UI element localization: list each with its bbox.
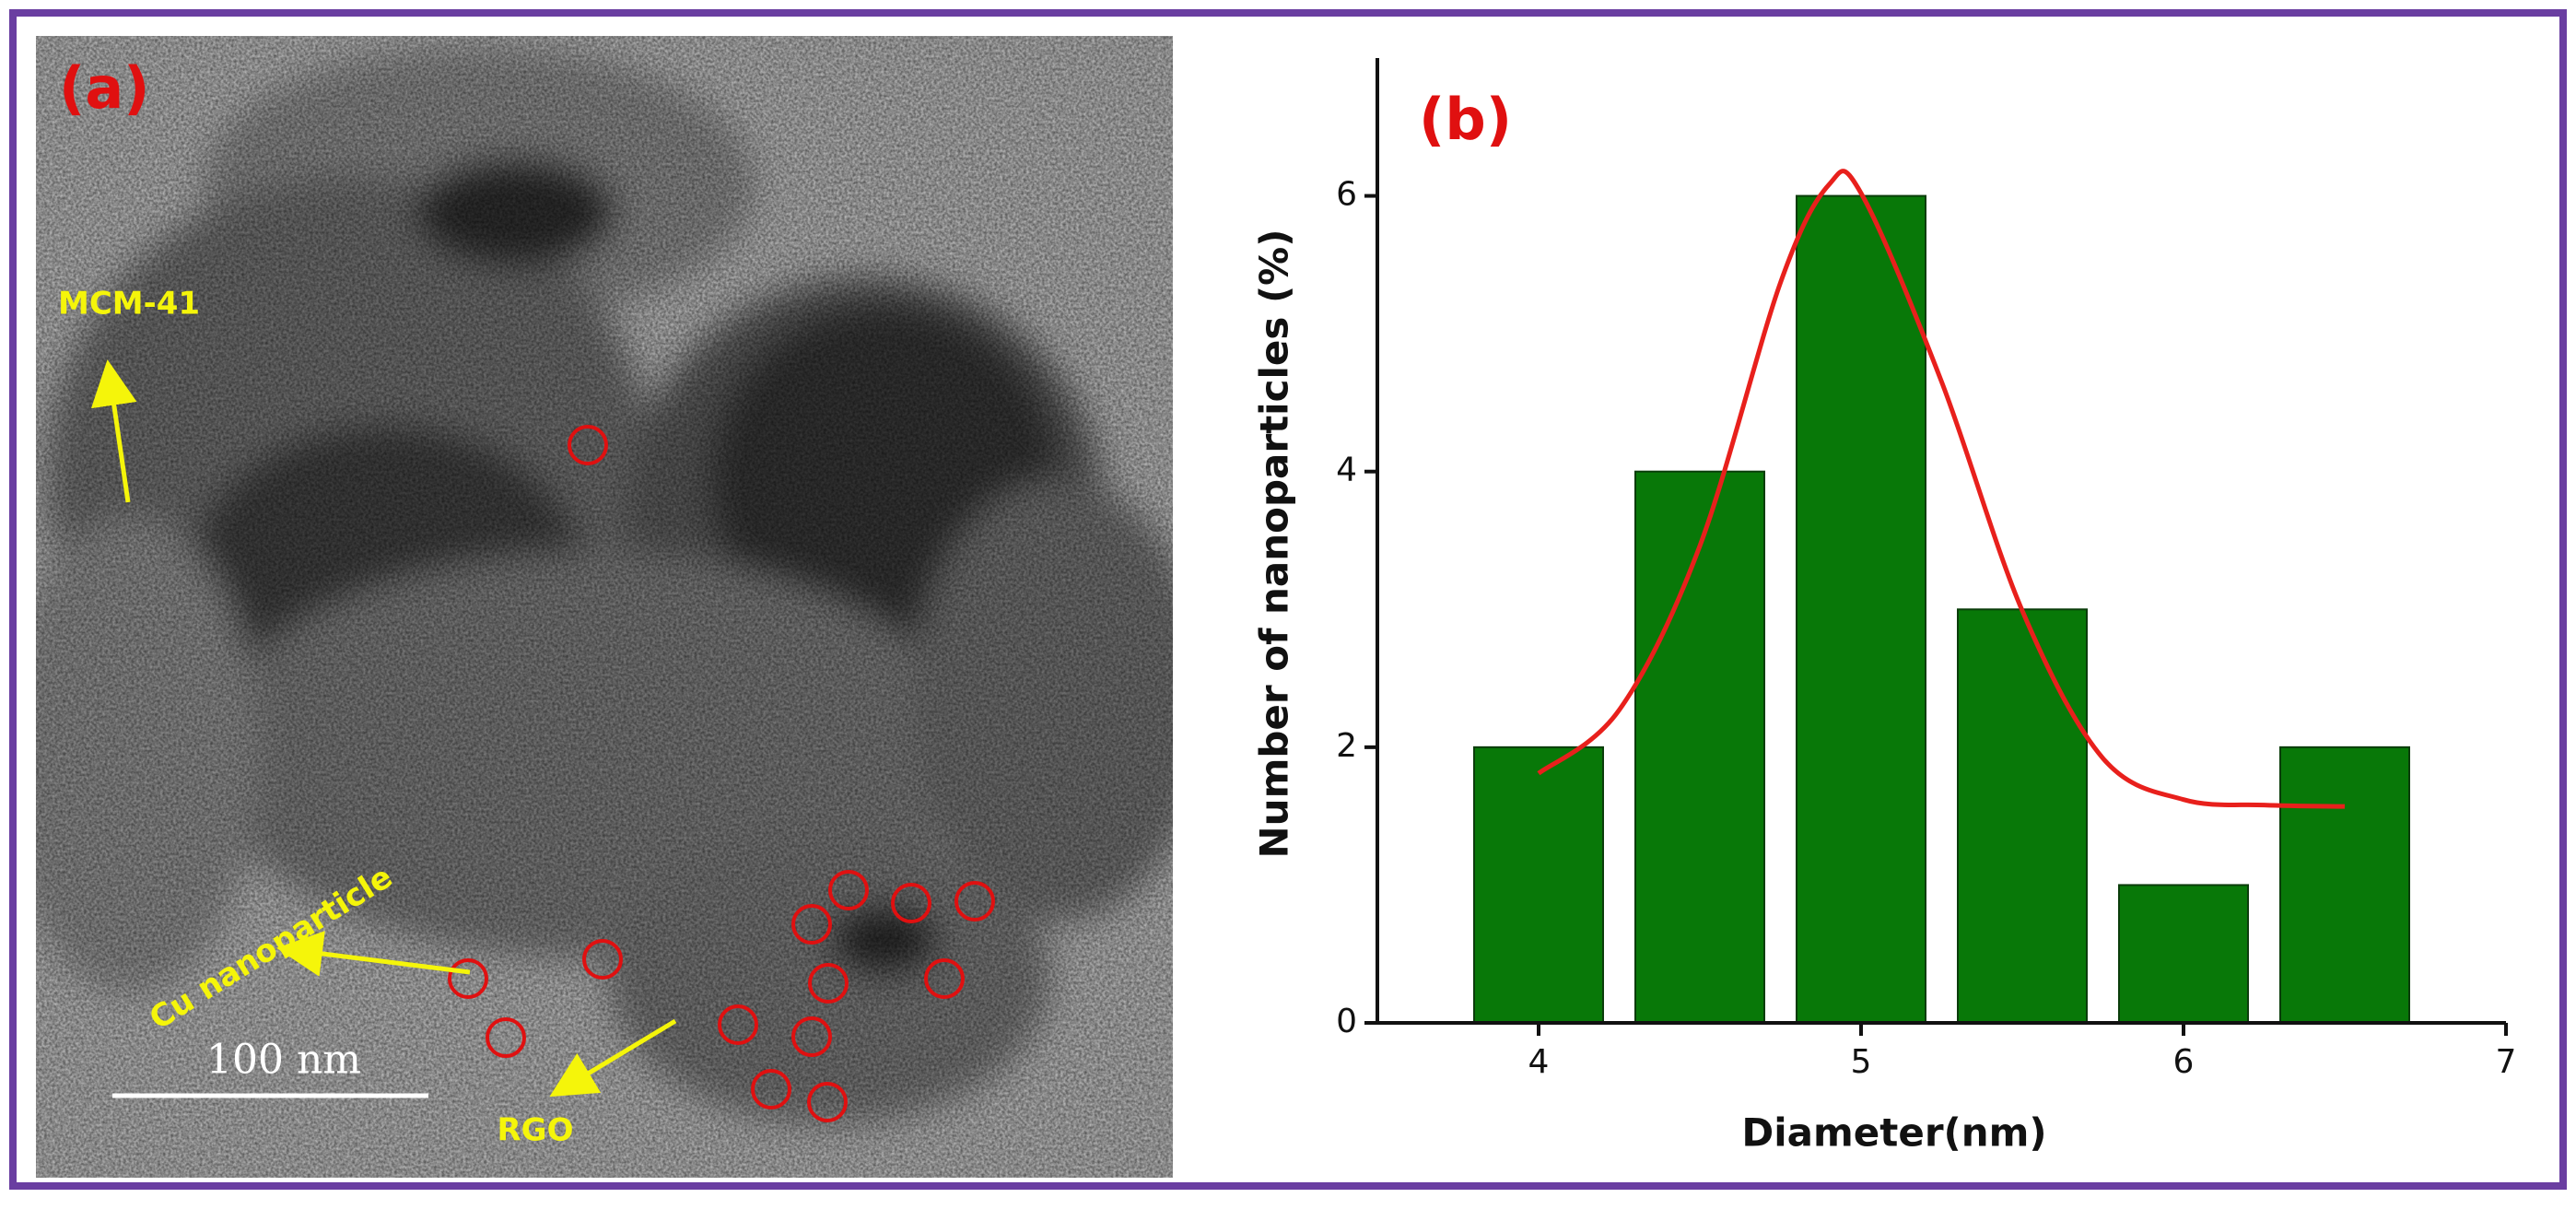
y-tick-label: 0 — [1336, 1003, 1357, 1040]
annotation: RGO — [498, 1112, 574, 1149]
y-axis-title: Number of nanoparticles (%) — [1252, 229, 1297, 859]
tem-image — [36, 36, 1173, 1178]
x-tick-label: 5 — [1851, 1043, 1872, 1081]
bar — [1796, 194, 1926, 1025]
frame — [9, 9, 2567, 1190]
panel-label: (b) — [1419, 86, 1512, 153]
x-tick-label: 4 — [1528, 1043, 1550, 1081]
y-tick-label: 2 — [1336, 727, 1357, 765]
scale-bar-label: 100 nm — [206, 1037, 361, 1084]
x-tick-label: 6 — [2173, 1043, 2195, 1081]
x-tick-label: 7 — [2496, 1043, 2517, 1081]
panel-label: (a) — [59, 54, 150, 122]
bar — [2118, 884, 2249, 1025]
annotation: MCM-41 — [58, 286, 200, 323]
bar — [1957, 608, 2088, 1024]
bar — [2279, 746, 2410, 1024]
fit-curve — [1537, 169, 2346, 809]
y-tick-label: 4 — [1336, 452, 1357, 489]
y-tick-label: 6 — [1336, 176, 1357, 214]
bar — [1473, 746, 1604, 1024]
bar — [1634, 470, 1765, 1024]
x-axis-title: Diameter(nm) — [1741, 1110, 2046, 1156]
